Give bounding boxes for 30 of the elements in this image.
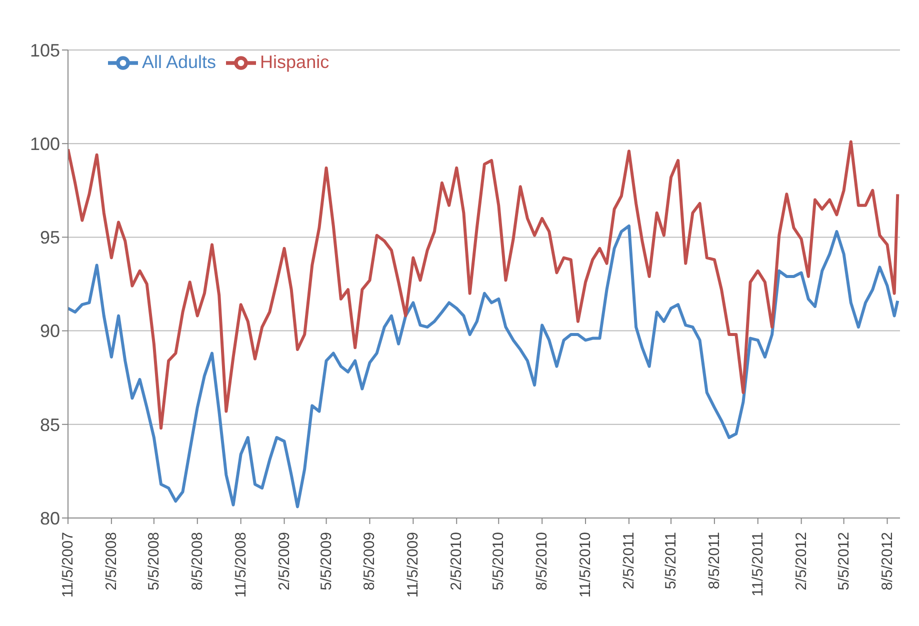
- x-tick-label: 11/5/2009: [404, 532, 422, 598]
- y-tick-label: 105: [30, 40, 60, 60]
- x-tick-label: 8/5/2012: [878, 532, 896, 590]
- x-tick-label: 5/5/2012: [835, 532, 852, 590]
- x-tick-label: 2/5/2010: [448, 532, 466, 590]
- x-tick-label: 2/5/2012: [792, 532, 810, 590]
- y-tick-label: 80: [40, 508, 60, 528]
- x-tick-label: 11/5/2010: [577, 532, 594, 598]
- x-tick-label: 2/5/2008: [102, 532, 120, 590]
- x-tick-label: 5/5/2010: [490, 532, 508, 590]
- x-tick-label: 8/5/2011: [706, 532, 723, 590]
- x-tick-label: 5/5/2011: [662, 532, 680, 590]
- y-tick-label: 95: [40, 228, 60, 248]
- y-tick-label: 90: [40, 321, 60, 342]
- y-tick-label: 85: [40, 414, 60, 435]
- legend-label: Hispanic: [260, 52, 330, 72]
- line-series: [68, 140, 900, 430]
- x-tick-label: 2/5/2011: [620, 532, 638, 590]
- legend-label: All Adults: [142, 52, 216, 72]
- x-tick-label: 5/5/2008: [145, 532, 162, 590]
- x-tick-label: 8/5/2008: [188, 532, 206, 590]
- x-tick-label: 8/5/2010: [534, 532, 551, 590]
- x-tick-label: 11/5/2011: [749, 532, 766, 597]
- x-tick-label: 8/5/2009: [361, 532, 378, 590]
- x-tick-label: 5/5/2009: [318, 532, 335, 590]
- x-tick-label: 2/5/2009: [276, 532, 293, 590]
- y-tick-label: 100: [30, 134, 60, 154]
- x-tick-label: 11/5/2008: [232, 532, 250, 598]
- x-tick-label: 11/5/2007: [60, 532, 76, 598]
- line-series: [68, 224, 900, 508]
